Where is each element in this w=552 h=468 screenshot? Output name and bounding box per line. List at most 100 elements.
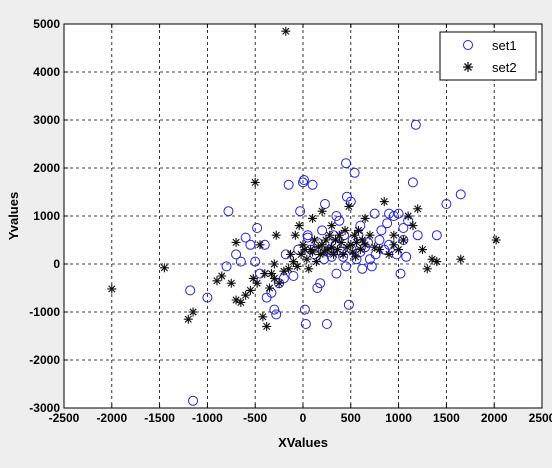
point-set1 [369,208,380,219]
point-set1 [410,119,421,130]
point-set1 [374,235,385,245]
point-set2 [348,247,358,257]
point-set1 [185,285,196,296]
point-set2 [231,295,241,305]
point-set2 [260,269,270,279]
point-set2 [384,249,394,259]
point-set2 [284,264,294,274]
point-set2 [298,240,308,250]
point-set2 [250,177,260,187]
point-set2 [350,230,360,240]
point-set2 [292,261,302,271]
point-set1 [300,319,311,329]
point-set1 [321,319,332,329]
point-set1 [455,189,466,200]
legend: set1 set2 [439,31,537,81]
point-set2 [321,235,331,245]
legend-label-set2: set2 [492,60,517,75]
y-tick-label: 1000 [33,209,60,223]
point-set1 [398,223,409,233]
point-set2 [329,249,339,259]
point-set1 [240,232,251,243]
point-set2 [327,221,337,231]
point-set1 [395,268,406,279]
point-set1 [223,206,234,217]
point-set2 [325,230,335,240]
point-set2 [389,230,399,240]
y-axis-label: Yvalues [6,192,21,240]
point-set1 [441,199,452,209]
x-tick-label: 0 [300,411,307,425]
point-set2 [403,211,413,221]
point-set2 [351,252,361,262]
point-set2 [389,240,399,250]
point-set2 [296,249,306,259]
point-set1 [401,251,412,262]
point-set1 [288,271,299,281]
point-set2 [311,257,321,267]
x-tick-label: 1000 [385,411,412,425]
point-set2 [266,269,276,279]
point-set2 [317,240,327,250]
point-set2 [360,240,370,250]
point-set2 [226,278,236,288]
point-set1 [315,278,326,289]
point-set1 [366,261,377,272]
point-set2 [338,249,348,259]
point-set1 [295,206,306,217]
point-set2 [346,240,356,250]
point-set2 [252,278,262,288]
point-set2 [265,283,275,293]
point-set2 [331,235,341,245]
point-set1 [341,261,352,272]
point-set2 [286,249,296,259]
y-tick-label: -2000 [29,353,60,367]
point-set1 [188,395,199,406]
point-set2 [317,206,327,216]
point-set2 [379,197,389,207]
point-set1 [349,167,360,178]
y-tick-label: 4000 [33,65,60,79]
point-set1 [302,230,313,241]
point-set2 [365,230,375,240]
point-set2 [360,213,370,223]
point-set1 [252,223,263,233]
y-tick-label: 3000 [33,113,60,127]
point-set2 [274,278,284,288]
point-set2 [262,321,272,331]
y-tick-label: 0 [53,257,60,271]
point-set2 [217,271,227,281]
series-set2 [107,26,501,331]
point-set1 [202,292,213,303]
axis-ticks: -2500 -2000 -1500 -1000 -500 0 500 1000 1500 2000… [29,17,552,425]
y-tick-label: 2000 [33,161,60,175]
point-set1 [245,239,256,250]
point-set2 [370,242,380,252]
point-set1 [221,261,232,272]
point-set2 [342,242,352,252]
point-set2 [357,235,367,245]
point-set2 [398,235,408,245]
point-set1 [271,309,282,320]
point-set2 [344,201,354,211]
point-set1 [312,283,323,293]
point-set1 [343,299,354,310]
data-series [107,26,501,406]
point-set2 [255,240,265,250]
point-set2 [323,245,333,255]
point-set2 [107,284,117,294]
y-tick-label: -3000 [29,401,60,415]
point-set1 [382,218,393,229]
point-set2 [374,245,384,255]
legend-box [439,31,537,81]
point-set2 [269,259,279,269]
point-set2 [236,297,246,307]
point-set2 [332,245,342,255]
point-set1 [341,158,352,169]
x-tick-label: -1500 [144,411,175,425]
point-set2 [290,230,300,240]
point-set2 [183,314,193,324]
x-axis-label: XValues [278,435,328,450]
point-set1 [431,230,442,241]
point-set2 [300,245,310,255]
